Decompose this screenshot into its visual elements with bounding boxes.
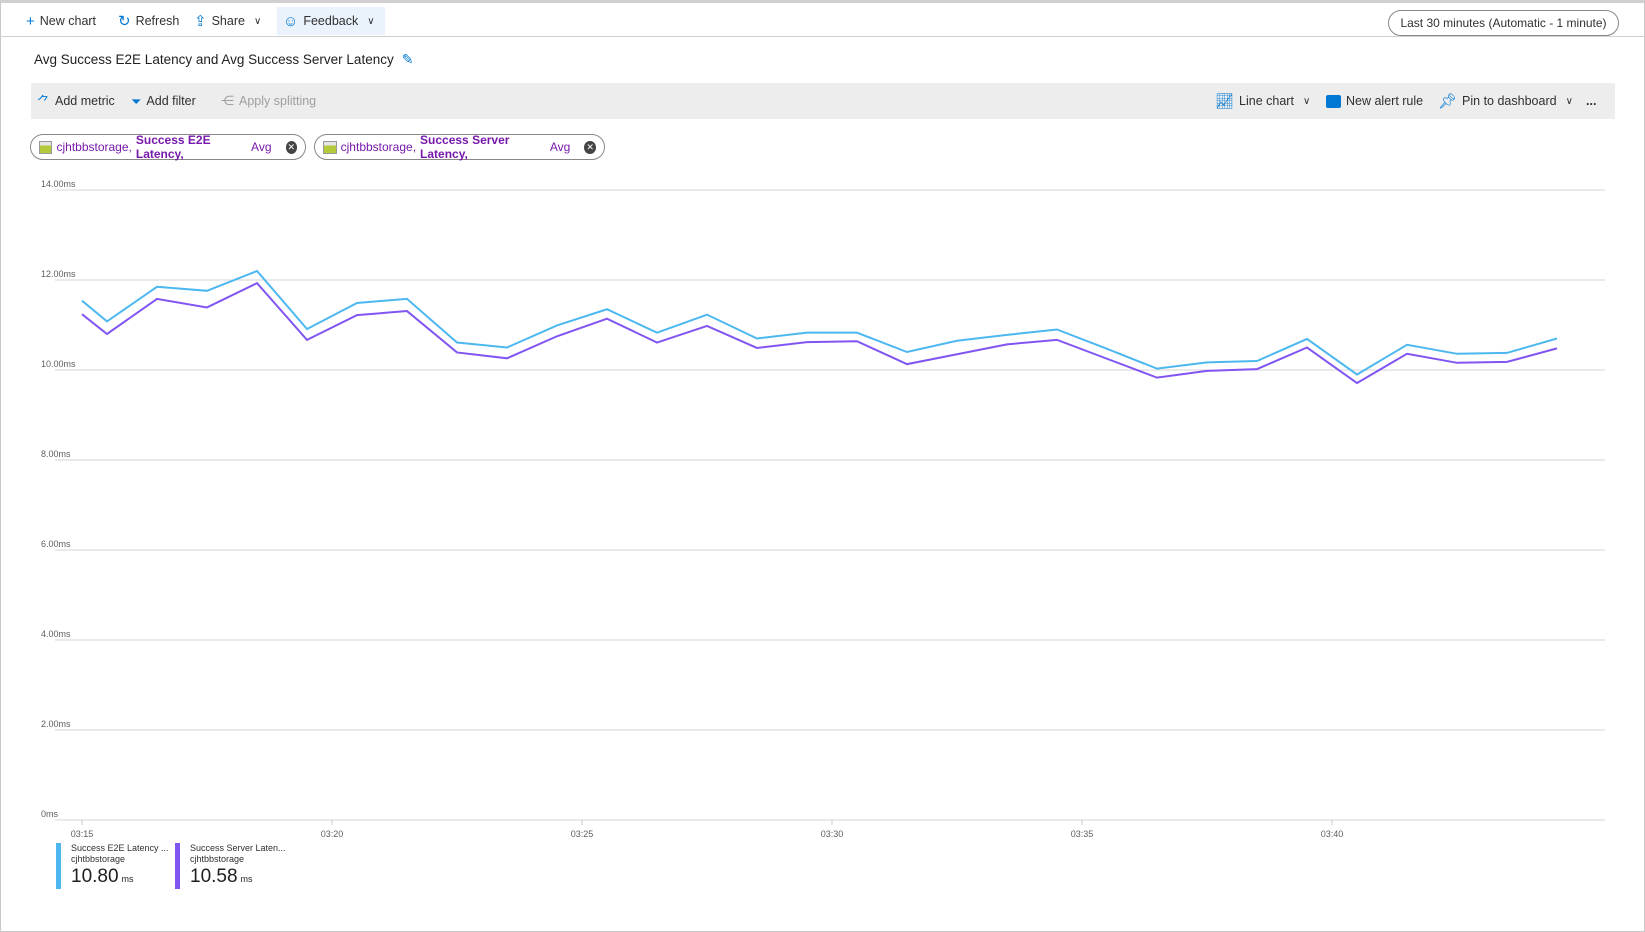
metric-chip[interactable]: cjhtbbstorage, Success Server Latency, Avg… [314, 133, 605, 161]
legend-series-name: Success E2E Latency ... [71, 843, 169, 853]
share-icon: ⇪ [194, 12, 207, 30]
add-filter-button[interactable]: ⏷ Add filter [131, 83, 196, 119]
pin-to-dashboard-label: Pin to dashboard [1462, 94, 1557, 108]
chevron-down-icon: ∨ [1565, 95, 1573, 107]
metric-chip[interactable]: cjhtbbstorage, Success E2E Latency, Avg ✕ [30, 133, 306, 161]
alert-comment-icon [1326, 94, 1341, 108]
splitting-icon: ⋲ [221, 93, 234, 108]
chip-metric: Success E2E Latency, [135, 133, 211, 161]
legend-series-name: Success Server Laten... [190, 843, 286, 853]
chip-aggregation: Avg [549, 140, 571, 154]
smiley-icon: ☺ [283, 12, 299, 30]
refresh-label: Refresh [135, 14, 180, 28]
y-tick-label: 2.00ms [41, 719, 71, 729]
refresh-button[interactable]: ↻ Refresh [112, 7, 185, 35]
x-tick-label: 03:35 [1071, 829, 1094, 839]
chevron-down-icon: ∨ [1302, 95, 1311, 107]
metric-chip-icon [323, 140, 337, 154]
chip-resource: cjhtbbstorage, [56, 140, 132, 154]
chevron-down-icon: ∨ [367, 15, 375, 27]
top-toolbar: + New chart ↻ Refresh ⇪ Share ∨ ☺ Feedback ∨ L… [0, 3, 1645, 37]
legend-value: 10.58 [190, 866, 238, 887]
y-tick-label: 12.00ms [41, 269, 76, 279]
legend-unit: ms [240, 874, 253, 884]
add-metric-label: Add metric [55, 94, 115, 108]
legend-unit: ms [121, 874, 134, 884]
line-chart-label: Line chart [1239, 94, 1294, 108]
new-alert-rule-button[interactable]: New alert rule [1326, 83, 1423, 119]
new-chart-button[interactable]: + New chart [20, 7, 102, 35]
chart-title: Avg Success E2E Latency and Avg Success … [34, 51, 413, 68]
pin-to-dashboard-dropdown[interactable]: 📌︎ Pin to dashboard ∨ [1438, 83, 1573, 119]
legend-item[interactable]: Success E2E Latency ... cjhtbbstorage 10… [56, 843, 169, 889]
share-label: Share [211, 14, 245, 28]
x-tick-label: 03:30 [821, 829, 844, 839]
feedback-button[interactable]: ☺ Feedback ∨ [277, 7, 385, 35]
apply-splitting-button[interactable]: ⋲ Apply splitting [221, 83, 316, 119]
y-tick-label: 0ms [41, 809, 59, 819]
x-tick-label: 03:25 [571, 829, 594, 839]
y-tick-label: 10.00ms [41, 359, 76, 369]
chart-title-text: Avg Success E2E Latency and Avg Success … [34, 52, 394, 67]
close-icon[interactable]: ✕ [584, 140, 596, 154]
legend-item[interactable]: Success Server Laten... cjhtbbstorage 10… [175, 843, 286, 889]
series-line [81, 269, 1558, 376]
more-options-button[interactable]: ... [1586, 94, 1597, 108]
chip-metric: Success Server Latency, [420, 133, 510, 161]
series-line [81, 281, 1558, 385]
new-alert-rule-label: New alert rule [1346, 94, 1424, 108]
chart-toolbar: ⺈ Add metric ⏷ Add filter ⋲ Apply splitting… [31, 83, 1615, 119]
y-tick-label: 14.00ms [41, 179, 76, 189]
add-metric-icon: ⺈ [37, 93, 51, 109]
y-tick-label: 4.00ms [41, 629, 71, 639]
chevron-down-icon: ∨ [253, 15, 262, 27]
feedback-label: Feedback [303, 14, 359, 28]
legend-value: 10.80 [71, 866, 119, 887]
x-tick-label: 03:20 [321, 829, 344, 839]
y-tick-label: 6.00ms [41, 539, 71, 549]
pin-icon: 📌︎ [1438, 92, 1458, 110]
refresh-icon: ↻ [118, 12, 131, 30]
new-chart-label: New chart [39, 14, 97, 28]
share-button[interactable]: ⇪ Share ∨ [188, 7, 267, 35]
x-tick-label: 03:15 [71, 829, 94, 839]
time-range-button[interactable]: Last 30 minutes (Automatic - 1 minute) [1388, 10, 1619, 36]
legend-resource: cjhtbbstorage [190, 854, 245, 864]
line-chart-icon: 📈︎ [1215, 92, 1235, 110]
metric-chip-icon [39, 140, 53, 154]
line-chart-dropdown[interactable]: 📈︎ Line chart ∨ [1215, 83, 1310, 119]
x-tick-label: 03:40 [1321, 829, 1344, 839]
y-tick-label: 8.00ms [41, 449, 71, 459]
apply-splitting-label: Apply splitting [239, 94, 317, 108]
chip-resource: cjhtbbstorage, [340, 140, 417, 154]
add-metric-button[interactable]: ⺈ Add metric [37, 83, 115, 119]
edit-pencil-icon[interactable]: ✎ [401, 51, 414, 67]
chip-aggregation: Avg [251, 140, 272, 154]
add-filter-label: Add filter [146, 94, 196, 108]
close-icon[interactable]: ✕ [285, 140, 297, 154]
filter-icon: ⏷ [131, 93, 142, 109]
plus-icon: + [26, 12, 35, 30]
legend-resource: cjhtbbstorage [71, 854, 126, 864]
